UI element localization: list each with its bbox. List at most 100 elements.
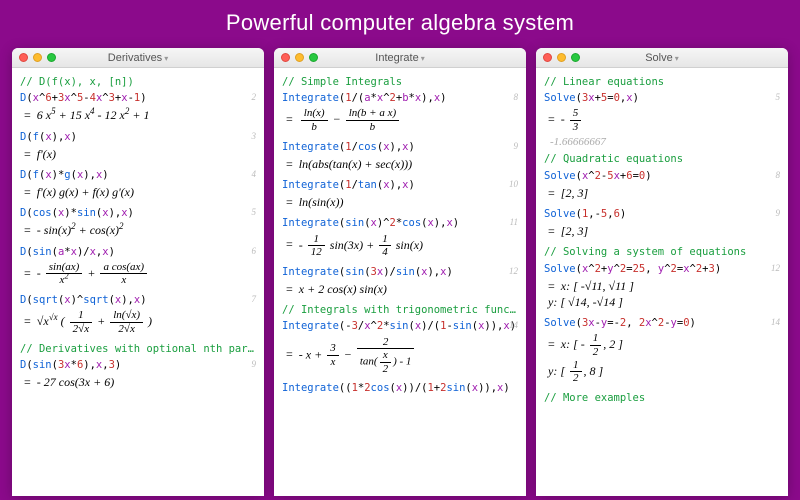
- cell: 7D(sqrt(x)^sqrt(x),x)= √x√x ( 12√x + ln(…: [20, 293, 256, 338]
- comment: // Simple Integrals: [282, 75, 518, 89]
- numeric-approx: -1.66666667: [544, 135, 780, 150]
- cell-input[interactable]: Integrate(-3/x^2*sin(x)/(1-sin(x)),x): [282, 319, 518, 333]
- cell: 10Integrate(1/tan(x),x)= ln(sin(x)): [282, 178, 518, 213]
- comment: // Quadratic equations: [544, 152, 780, 166]
- cell-output: = - 112 sin(3x) + 14 sin(x): [282, 231, 518, 262]
- cell-output: = ln(x)b − ln(b + a x)b: [282, 105, 518, 136]
- comment: // Linear equations: [544, 75, 780, 89]
- cell: 9Solve(1,-5,6)= [2, 3]: [544, 207, 780, 242]
- minimize-icon[interactable]: [295, 53, 304, 62]
- window-content: // Simple Integrals 8Integrate(1/(a*x^2+b…: [274, 68, 526, 496]
- cell-number: 6: [252, 245, 257, 257]
- cell-output: = - sin(x)2 + cos(x)2: [20, 220, 256, 241]
- cell-number: 8: [776, 169, 781, 181]
- close-icon[interactable]: [543, 53, 552, 62]
- cell-output: = - x + 3x − 2tan(x2) - 1: [282, 334, 518, 379]
- cell-input[interactable]: D(f(x)*g(x),x): [20, 168, 256, 182]
- cell-output: = x: [ -√11, √11 ]y: [ √14, -√14 ]: [544, 276, 780, 313]
- cell-number: 5: [252, 206, 257, 218]
- comment: // Solving a system of equations: [544, 245, 780, 259]
- comment: // D(f(x), x, [n]): [20, 75, 256, 89]
- close-icon[interactable]: [281, 53, 290, 62]
- cell-input[interactable]: Integrate(1/cos(x),x): [282, 140, 518, 154]
- cell-input[interactable]: Solve(3x+5=0,x): [544, 91, 780, 105]
- cell-output: = ln(abs(tan(x) + sec(x))): [282, 154, 518, 175]
- window-content: // Linear equations 5Solve(3x+5=0,x)= - 5…: [536, 68, 788, 496]
- minimize-icon[interactable]: [557, 53, 566, 62]
- cell-input[interactable]: Solve(1,-5,6): [544, 207, 780, 221]
- cell-output: = √x√x ( 12√x + ln(√x)2√x ): [20, 307, 256, 338]
- cell-input[interactable]: Solve(x^2+y^2=25, y^2=x^2+3): [544, 262, 780, 276]
- traffic-lights: [281, 53, 318, 62]
- cell-input[interactable]: Solve(x^2-5x+6=0): [544, 169, 780, 183]
- cell-output: = f'(x) g(x) + f(x) g'(x): [20, 182, 256, 203]
- window-content: // D(f(x), x, [n])2D(x^6+3x^5-4x^3+x-1)=…: [12, 68, 264, 496]
- chevron-down-icon: ▾: [164, 54, 168, 63]
- titlebar[interactable]: Integrate▾: [274, 48, 526, 68]
- window-integrate: Integrate▾// Simple Integrals8Integrate(…: [274, 48, 526, 496]
- cell-input[interactable]: Integrate(sin(3x)/sin(x),x): [282, 265, 518, 279]
- cell: 11Integrate(sin(x)^2*cos(x),x)= - 112 si…: [282, 216, 518, 261]
- windows-row: Derivatives▾ // D(f(x), x, [n]) 2D(x^6+3x^…: [0, 48, 800, 496]
- cell-number: 8: [514, 91, 519, 103]
- chevron-down-icon: ▾: [421, 54, 425, 63]
- cell: 9D(sin(3x*6),x,3)= - 27 cos(3x + 6): [20, 358, 256, 393]
- cell-output: = ln(sin(x)): [282, 192, 518, 213]
- cell-input[interactable]: D(sin(3x*6),x,3): [20, 358, 256, 372]
- cell: 8Solve(x^2-5x+6=0)= [2, 3]: [544, 169, 780, 204]
- cell-number: 9: [252, 358, 257, 370]
- zoom-icon[interactable]: [309, 53, 318, 62]
- cell-input[interactable]: Integrate(1/(a*x^2+b*x),x): [282, 91, 518, 105]
- traffic-lights: [19, 53, 56, 62]
- cell-input[interactable]: Integrate(1/tan(x),x): [282, 178, 518, 192]
- cell-input[interactable]: D(sin(a*x)/x,x): [20, 245, 256, 259]
- cell: 12Solve(x^2+y^2=25, y^2=x^2+3)= x: [ -√1…: [544, 262, 780, 314]
- cell-output: = f'(x): [20, 144, 256, 165]
- cell: 4D(f(x)*g(x),x)= f'(x) g(x) + f(x) g'(x): [20, 168, 256, 203]
- titlebar[interactable]: Solve▾: [536, 48, 788, 68]
- titlebar[interactable]: Derivatives▾: [12, 48, 264, 68]
- cell: 12Integrate(sin(3x)/sin(x),x)= x + 2 cos…: [282, 265, 518, 300]
- cell-input[interactable]: Integrate(sin(x)^2*cos(x),x): [282, 216, 518, 230]
- zoom-icon[interactable]: [47, 53, 56, 62]
- comment: // Integrals with trigonometric function…: [282, 303, 518, 317]
- cell-output: = 6 x5 + 15 x4 - 12 x2 + 1: [20, 105, 256, 126]
- cell-input[interactable]: Integrate((1*2cos(x))/(1+2sin(x)),x): [282, 381, 518, 395]
- cell: 2D(x^6+3x^5-4x^3+x-1)= 6 x5 + 15 x4 - 12…: [20, 91, 256, 126]
- comment: // Derivatives with optional nth paramet…: [20, 342, 256, 356]
- comment: // More examples: [544, 391, 780, 405]
- cell-number: 7: [252, 293, 257, 305]
- cell: 5D(cos(x)*sin(x),x)= - sin(x)2 + cos(x)2: [20, 206, 256, 241]
- traffic-lights: [543, 53, 580, 62]
- cell-input[interactable]: Solve(3x-y=-2, 2x^2-y=0): [544, 316, 780, 330]
- minimize-icon[interactable]: [33, 53, 42, 62]
- cell-input[interactable]: D(x^6+3x^5-4x^3+x-1): [20, 91, 256, 105]
- window-solve: Solve▾ // Linear equations 5Solve(3x+5=0,x…: [536, 48, 788, 496]
- close-icon[interactable]: [19, 53, 28, 62]
- cell: 14Solve(3x-y=-2, 2x^2-y=0)= x: [ - 12, 2…: [544, 316, 780, 388]
- cell-input[interactable]: D(f(x),x): [20, 130, 256, 144]
- cell-output: = - 53: [544, 105, 780, 136]
- cell-input[interactable]: D(sqrt(x)^sqrt(x),x): [20, 293, 256, 307]
- cell-output: = x + 2 cos(x) sin(x): [282, 279, 518, 300]
- cell-output: = - 27 cos(3x + 6): [20, 372, 256, 393]
- cell: 8Integrate(1/(a*x^2+b*x),x)= ln(x)b − ln…: [282, 91, 518, 136]
- window-derivatives: Derivatives▾ // D(f(x), x, [n]) 2D(x^6+3x^…: [12, 48, 264, 496]
- zoom-icon[interactable]: [571, 53, 580, 62]
- cell-number: 12: [509, 265, 518, 277]
- cell-number: 3: [252, 130, 257, 142]
- cell-number: 14: [509, 319, 518, 331]
- cell-number: 10: [509, 178, 518, 190]
- cell: 9Integrate(1/cos(x),x)= ln(abs(tan(x) + …: [282, 140, 518, 175]
- cell-output: = [2, 3]: [544, 221, 780, 242]
- cell: 3D(f(x),x)= f'(x): [20, 130, 256, 165]
- cell-number: 12: [771, 262, 780, 274]
- cell-output: = - sin(ax)x2 + a cos(ax)x: [20, 259, 256, 290]
- cell-input[interactable]: D(cos(x)*sin(x),x): [20, 206, 256, 220]
- cell: 5Solve(3x+5=0,x)= - 53-1.66666667: [544, 91, 780, 149]
- cell-number: 4: [252, 168, 257, 180]
- cell-output: = [2, 3]: [544, 183, 780, 204]
- cell-number: 2: [252, 91, 257, 103]
- headline: Powerful computer algebra system: [0, 0, 800, 48]
- cell-number: 14: [771, 316, 780, 328]
